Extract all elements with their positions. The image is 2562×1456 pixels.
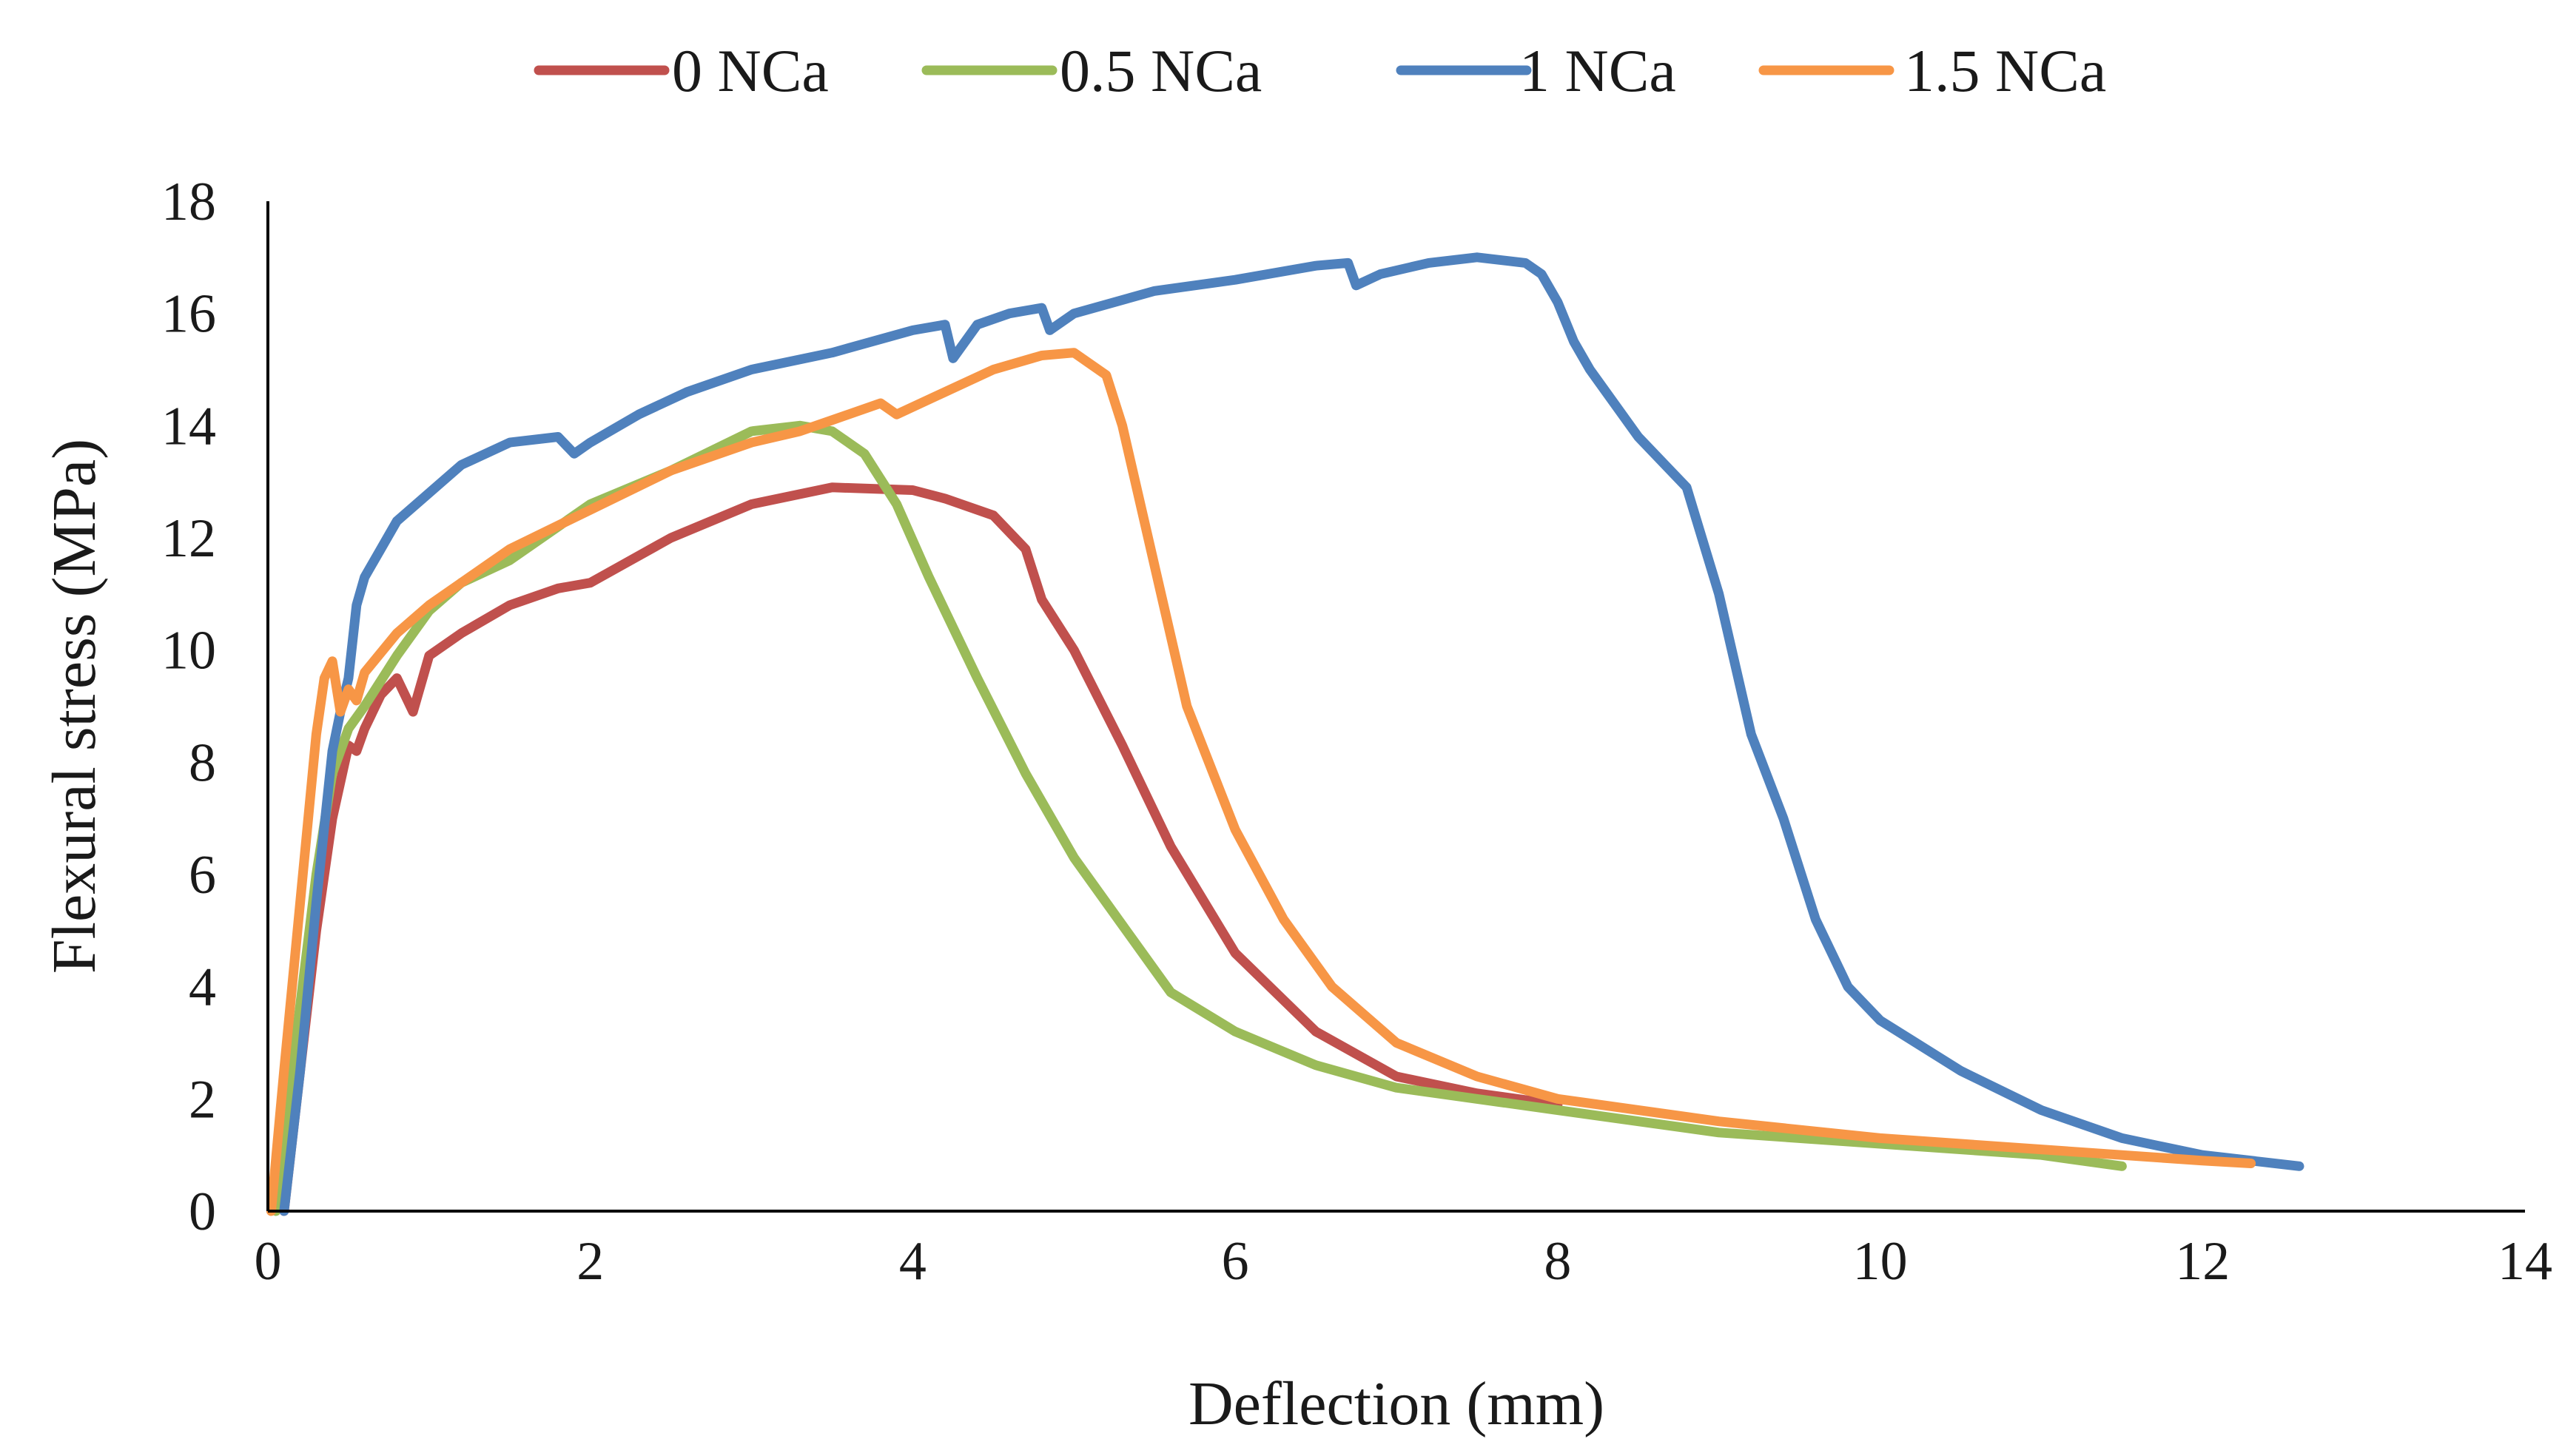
series-line-0-5-nca [271,420,2127,1216]
series-line-1-nca [279,252,2304,1216]
y-tick-label: 16 [161,284,216,345]
legend-label-1-5-nca: 1.5 NCa [1904,37,2106,104]
y-axis-title: Flexural stress (MPa) [40,439,109,974]
x-tick-label: 12 [2175,1231,2230,1292]
x-tick-label: 10 [1853,1231,1908,1292]
series-line-0-nca [279,482,1563,1216]
y-tick-label: 2 [189,1069,216,1130]
y-tick-label: 14 [161,396,216,456]
legend-label-0-nca: 0 NCa [672,37,829,104]
x-tick-label: 6 [1222,1231,1249,1292]
x-axis-title: Deflection (mm) [1188,1369,1604,1438]
x-tick-label: 2 [576,1231,604,1292]
x-tick-labels: 0 2 4 6 8 10 12 14 [255,1231,2553,1292]
y-tick-label: 6 [189,845,216,906]
y-tick-label: 8 [189,732,216,793]
series-line-1-5-nca [266,348,2256,1216]
y-tick-label: 10 [161,621,216,681]
y-tick-label: 4 [189,957,216,1018]
x-tick-label: 14 [2498,1231,2552,1292]
y-tick-label: 0 [189,1182,216,1242]
legend: 0 NCa 0.5 NCa 1 NCa 1.5 NCa [534,37,2106,104]
legend-label-0-5-nca: 0.5 NCa [1060,37,1262,104]
y-tick-labels: 0 2 4 6 8 10 12 14 16 18 [161,172,216,1242]
x-tick-label: 8 [1544,1231,1571,1292]
x-tick-label: 4 [899,1231,927,1292]
axes-layer [266,201,2525,1213]
y-tick-label: 12 [161,508,216,569]
series-layer [266,252,2304,1216]
x-tick-label: 0 [255,1231,282,1292]
y-tick-label: 18 [161,172,216,232]
legend-label-1-nca: 1 NCa [1519,37,1676,104]
